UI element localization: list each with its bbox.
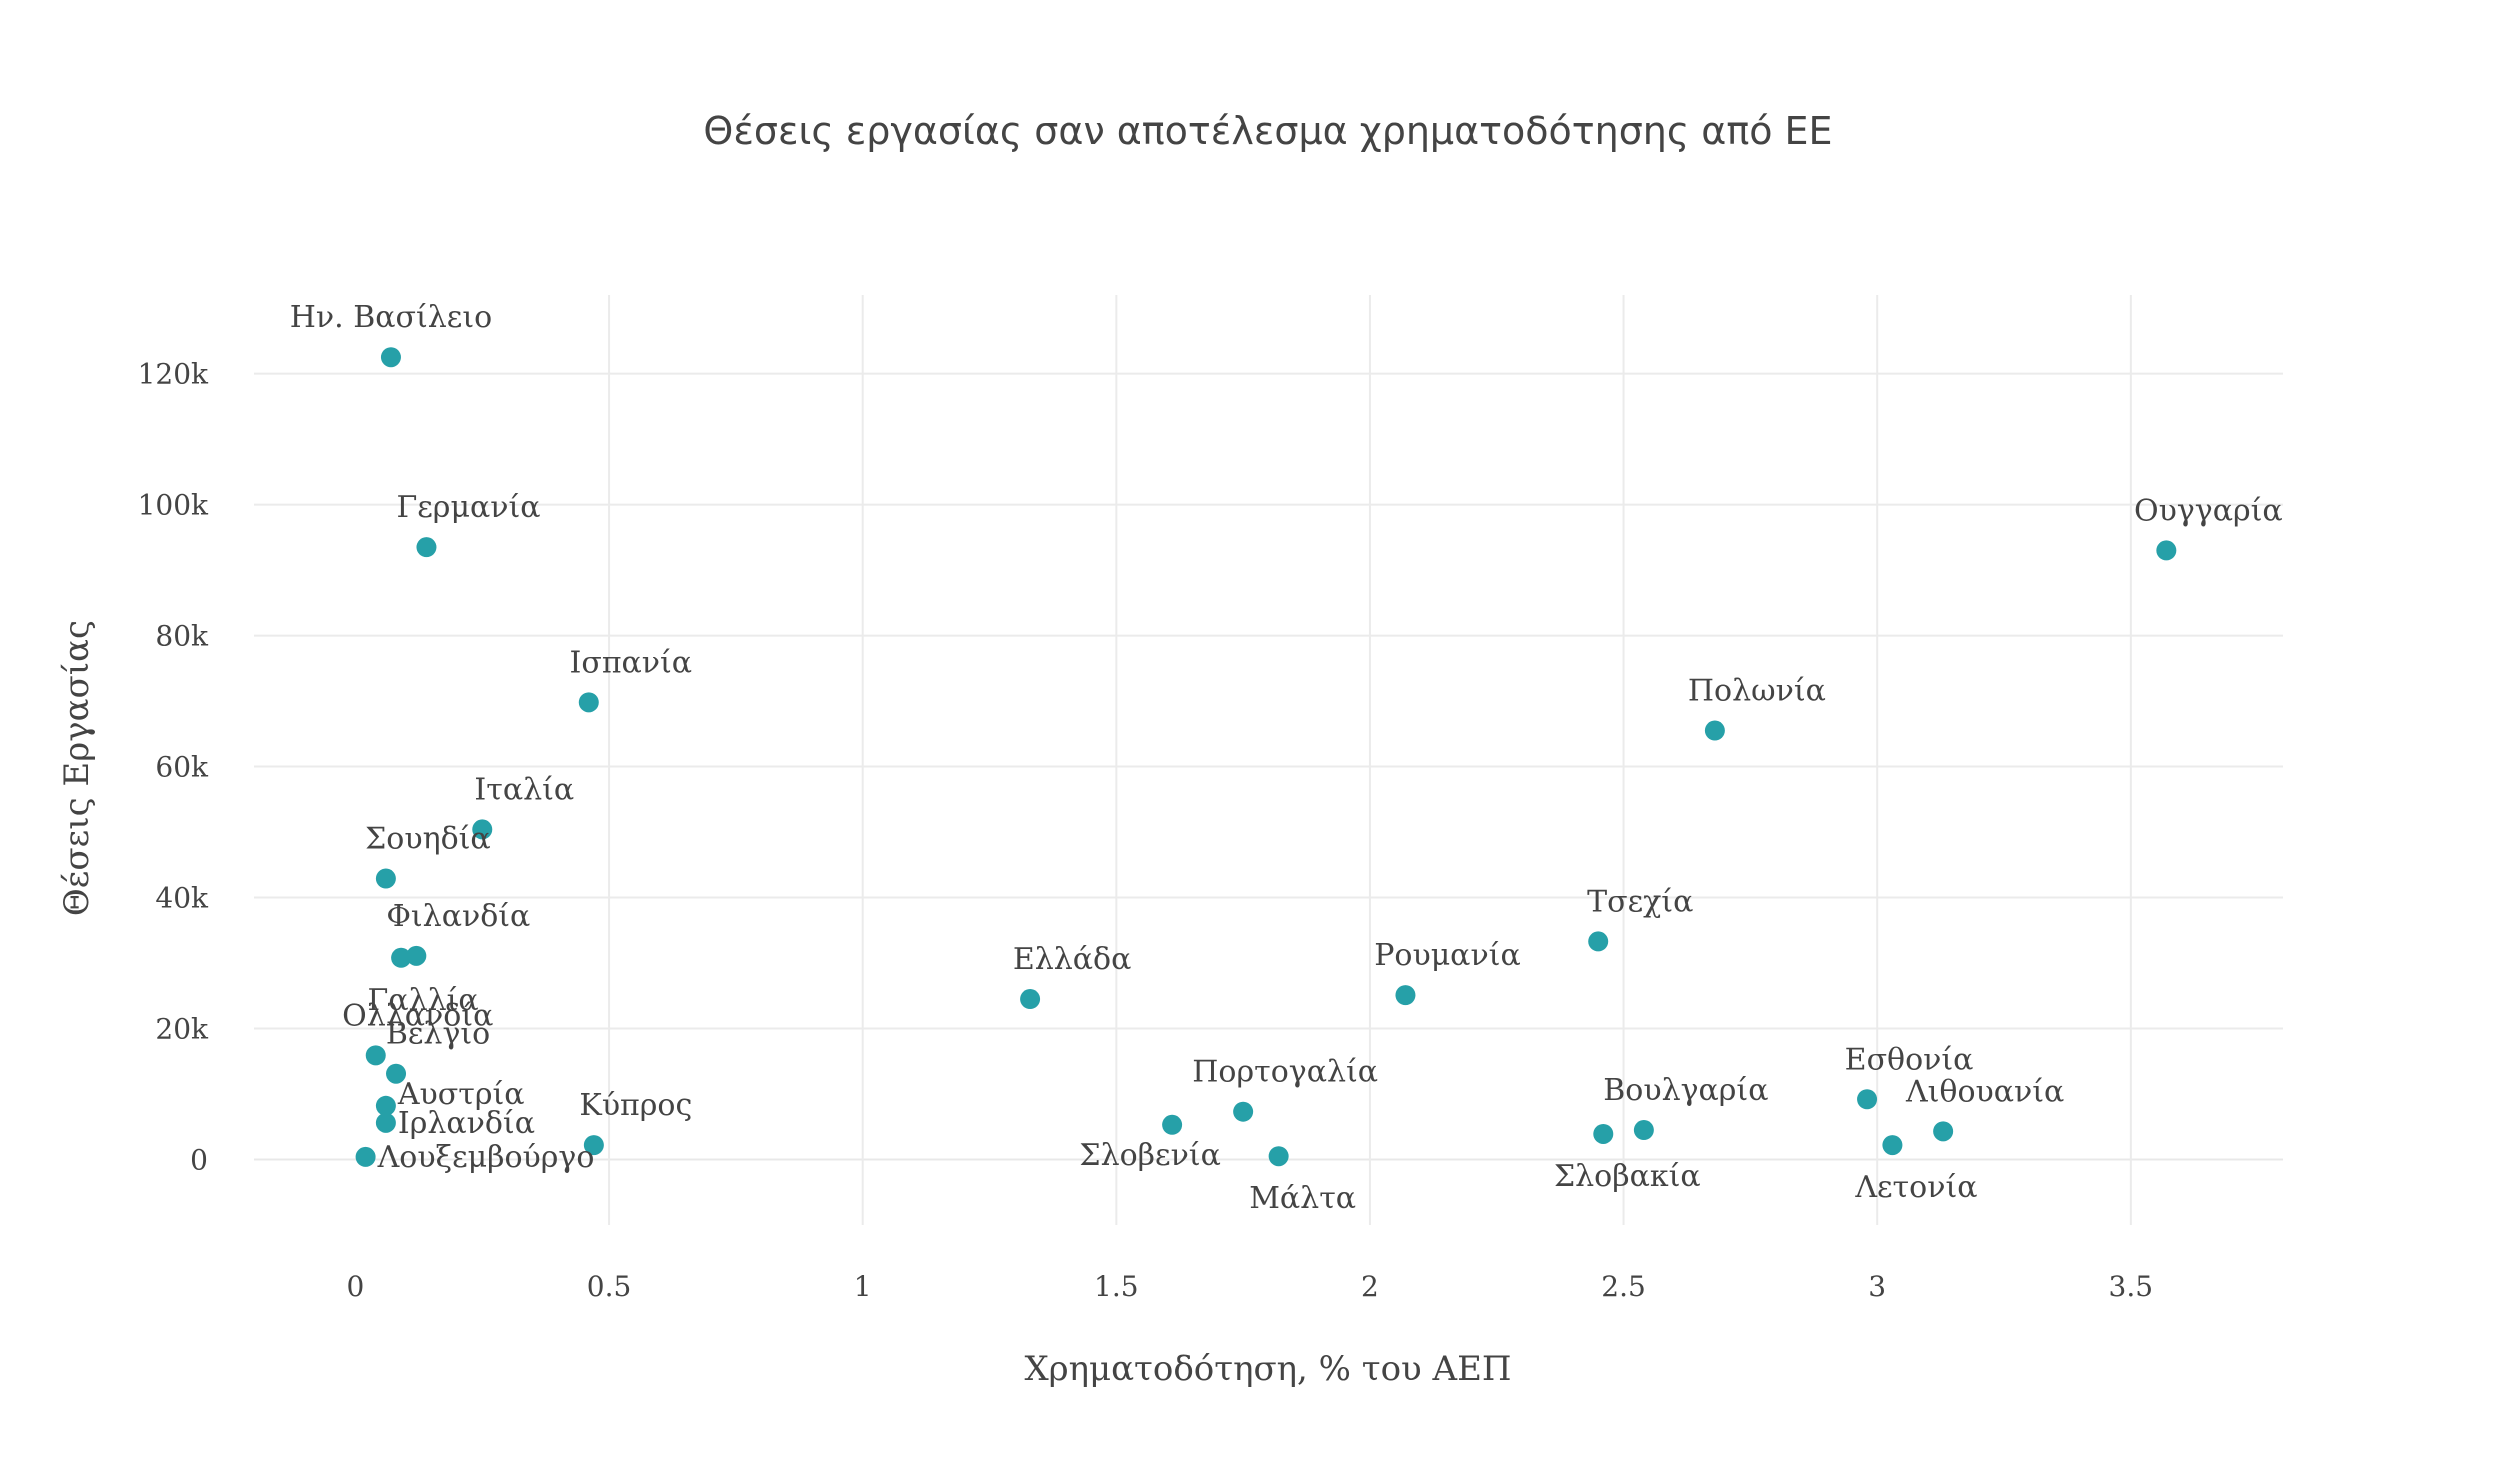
x-tick-label: 3.5 <box>2109 1270 2154 1303</box>
point-label: Σλοβακία <box>1554 1159 1701 1194</box>
point-label: Ολλανδία <box>342 998 493 1033</box>
data-point <box>380 347 401 368</box>
point-label: Σουηδία <box>365 822 491 857</box>
data-point <box>365 1045 386 1066</box>
x-axis-ticks: 0 0.5 1 1.5 2 2.5 3 3.5 <box>347 1270 2154 1303</box>
y-tick-label: 120k <box>138 358 209 391</box>
point-label: Εσθονία <box>1845 1042 1974 1077</box>
x-tick-label: 2.5 <box>1601 1270 1646 1303</box>
point-label: Πορτογαλία <box>1192 1055 1378 1090</box>
point-labels: Ην. Βασίλειο Γερμανία Ισπανία Ιταλία Σουηδία… <box>290 300 2283 1216</box>
point-label: Ιρλανδία <box>398 1106 535 1141</box>
y-tick-label: 0 <box>190 1144 208 1177</box>
point-label: Πολωνία <box>1688 674 1826 709</box>
y-gridlines <box>254 372 2283 1161</box>
point-label: Λετονία <box>1854 1170 1977 1205</box>
data-point <box>386 1063 407 1084</box>
data-point <box>1882 1135 1903 1156</box>
point-label: Αυστρία <box>397 1077 525 1112</box>
data-point <box>472 819 493 840</box>
point-label: Ρουμανία <box>1374 938 1521 973</box>
data-point <box>1020 989 1041 1010</box>
data-point <box>1633 1120 1654 1141</box>
x-gridlines <box>608 295 2132 1225</box>
data-point <box>375 1095 396 1116</box>
data-point <box>406 945 427 966</box>
data-point <box>375 868 396 889</box>
y-axis-title: Θέσεις Εργασίας <box>57 620 97 916</box>
point-label: Τσεχία <box>1587 884 1693 919</box>
data-point <box>1162 1114 1183 1135</box>
point-label: Ισπανία <box>569 645 692 680</box>
y-tick-label: 80k <box>155 620 209 653</box>
data-point <box>355 1146 376 1167</box>
data-point <box>1857 1089 1878 1110</box>
data-points <box>355 347 2177 1167</box>
point-label: Γαλλία <box>368 983 479 1018</box>
chart-title: Θέσεις εργασίας σαν αποτέλεσμα χρηματοδό… <box>703 109 1832 153</box>
point-label: Βουλγαρία <box>1603 1073 1768 1108</box>
point-label: Μάλτα <box>1249 1181 1356 1216</box>
data-point <box>1933 1121 1954 1142</box>
x-tick-label: 1.5 <box>1094 1270 1139 1303</box>
y-tick-label: 60k <box>155 751 209 784</box>
x-axis-title: Χρηματοδότηση, % του ΑΕΠ <box>1024 1349 1511 1389</box>
y-tick-label: 100k <box>138 489 209 522</box>
point-label: Ελλάδα <box>1013 942 1132 977</box>
data-point <box>391 947 412 968</box>
point-label: Λουξεμβούργο <box>377 1140 595 1175</box>
y-axis-ticks: 0 20k 40k 60k 80k 100k 120k <box>138 358 209 1177</box>
data-point <box>578 692 599 713</box>
point-label: Σλοβενία <box>1079 1138 1220 1173</box>
data-point <box>1268 1146 1289 1167</box>
x-tick-label: 0.5 <box>587 1270 632 1303</box>
data-point <box>1704 720 1725 741</box>
point-label: Ιταλία <box>474 772 574 807</box>
y-tick-label: 20k <box>155 1013 209 1046</box>
data-point <box>2156 540 2177 561</box>
x-tick-label: 3 <box>1868 1270 1886 1303</box>
x-tick-label: 1 <box>854 1270 872 1303</box>
y-tick-label: 40k <box>155 882 209 915</box>
data-point <box>375 1112 396 1133</box>
data-point <box>1593 1123 1614 1144</box>
x-tick-label: 2 <box>1361 1270 1379 1303</box>
point-label: Φιλανδία <box>386 899 530 934</box>
point-label: Γερμανία <box>396 490 540 525</box>
point-label: Λιθουανία <box>1905 1074 2064 1109</box>
point-label: Κύπρος <box>579 1088 692 1123</box>
data-point <box>1588 931 1609 952</box>
x-tick-label: 0 <box>347 1270 365 1303</box>
point-label: Ην. Βασίλειο <box>290 300 492 335</box>
data-point <box>583 1135 604 1156</box>
point-label: Ουγγαρία <box>2134 493 2283 528</box>
data-point <box>416 537 437 558</box>
point-label: Βέλγιο <box>386 1017 490 1052</box>
data-point <box>1233 1101 1254 1122</box>
data-point <box>1395 985 1416 1006</box>
